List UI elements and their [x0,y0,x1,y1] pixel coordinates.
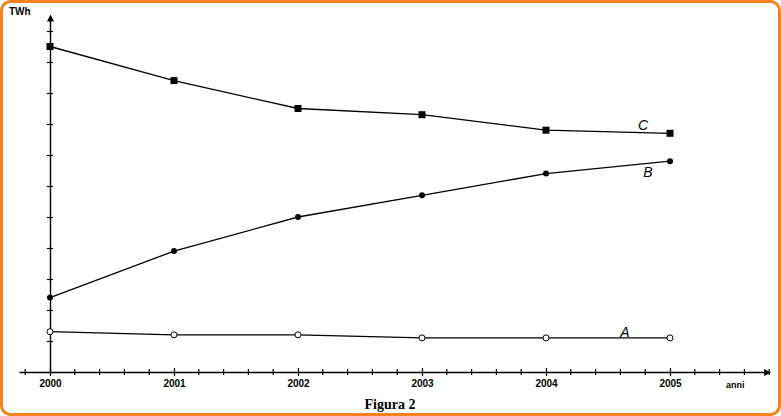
x-minor-tick [248,369,249,375]
x-minor-tick [397,369,398,375]
x-tick-mark [298,368,299,376]
x-tick-label: 2000 [39,378,62,389]
y-tick-mark [47,341,53,342]
series-marker [295,105,302,112]
y-tick-mark [47,31,53,32]
y-tick [47,124,53,125]
series-marker [295,332,301,338]
series-label: C [638,117,649,133]
series-marker [47,295,53,301]
y-tick [47,248,53,249]
x-minor-tick [645,369,646,375]
series-marker [47,329,53,335]
x-tick: 2004 [535,368,558,389]
y-tick-mark [47,93,53,94]
y-tick-mark [47,279,53,280]
x-tick-mark [174,368,175,376]
frame [2,2,780,415]
y-tick [47,31,53,32]
x-minor-tick [744,369,745,375]
x-axis-label: anni [726,380,745,390]
x-minor-tick [198,369,199,375]
series-line [50,161,670,297]
x-minor-tick [74,369,75,375]
x-minor-tick [149,369,150,375]
x-minor-tick [471,369,472,375]
y-axis-label: TWh [9,6,31,17]
x-minor-tick [446,369,447,375]
series-line [50,332,670,338]
y-tick [47,341,53,342]
series-marker [171,332,177,338]
y-tick [47,62,53,63]
x-tick: 2005 [659,368,682,389]
series-marker [667,130,674,137]
y-tick [47,186,53,187]
y-tick-mark [47,310,53,311]
x-axis-line [20,372,770,373]
x-tick: 2003 [411,368,434,389]
y-tick [47,310,53,311]
series-marker [419,111,426,118]
series-marker [667,158,673,164]
x-tick-label: 2001 [163,378,186,389]
x-minor-tick [25,369,26,375]
x-tick-mark [546,368,547,376]
series-marker [667,335,673,341]
x-tick-label: 2004 [535,378,558,389]
x-tick-label: 2003 [411,378,434,389]
x-minor-tick [521,369,522,375]
x-axis: 2000 2001 2002 2003 2004 2005 [20,368,770,389]
x-tick: 2002 [287,368,310,389]
series-marker [543,171,549,177]
x-tick-mark [422,368,423,376]
chart-title: Figura 2 [365,397,416,412]
x-minor-tick [620,369,621,375]
series-line [50,47,670,134]
x-minor-tick [372,369,373,375]
x-minor-tick [347,369,348,375]
series-marker [419,335,425,341]
x-minor-ticks [25,369,769,375]
x-tick-label: 2002 [287,378,310,389]
x-tick-mark [670,368,671,376]
y-tick-mark [47,155,53,156]
series-marker [543,127,550,134]
series-label: B [643,164,652,180]
y-tick-mark [47,124,53,125]
y-tick [47,93,53,94]
x-tick: 2001 [163,368,186,389]
series-marker [543,335,549,341]
y-tick-mark [47,248,53,249]
series-label: A [619,324,629,340]
plot-area [47,43,674,341]
y-tick [47,155,53,156]
x-minor-tick [124,369,125,375]
x-minor-tick [273,369,274,375]
series-marker [171,248,177,254]
series-marker [47,43,54,50]
y-tick-mark [47,62,53,63]
x-minor-tick [322,369,323,375]
x-minor-tick [769,369,770,375]
y-tick [47,279,53,280]
x-minor-tick [694,369,695,375]
series-marker [419,192,425,198]
y-tick [47,217,53,218]
y-tick-mark [47,217,53,218]
x-tick-label: 2005 [659,378,682,389]
x-minor-tick [223,369,224,375]
x-minor-tick [496,369,497,375]
x-minor-tick [99,369,100,375]
x-minor-tick [595,369,596,375]
y-tick-mark [47,186,53,187]
series-marker [171,77,178,84]
series-marker [295,214,301,220]
x-minor-tick [570,369,571,375]
y-axis [47,16,53,373]
x-minor-tick [719,369,720,375]
y-axis-line [50,16,51,373]
